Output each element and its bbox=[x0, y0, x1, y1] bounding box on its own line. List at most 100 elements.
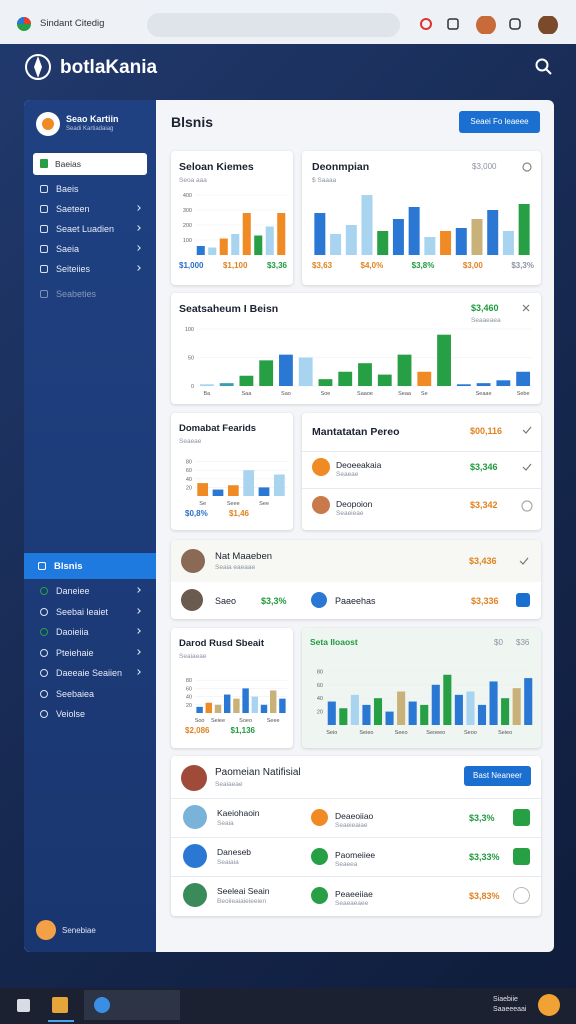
bar bbox=[477, 704, 487, 725]
row-amount: $3,346 bbox=[470, 462, 498, 472]
row-checkbox[interactable] bbox=[513, 809, 530, 826]
shape bbox=[545, 68, 552, 75]
card-footer: $1,000 $1,100 $3,36 bbox=[179, 261, 287, 270]
notification-badge[interactable] bbox=[538, 994, 560, 1016]
card-daily: Darod Rusd Sbeait Seaiaeae 20 40 60 80 Soo Se… bbox=[171, 628, 293, 748]
y-tick-label: 40 bbox=[186, 477, 192, 483]
app-panel: Seao Kartiin Seadi Kartiadaiag Baeias Ba… bbox=[24, 100, 554, 952]
item-icon bbox=[311, 887, 328, 904]
bar bbox=[265, 226, 274, 255]
x-tick-label: Ba bbox=[204, 391, 212, 397]
row-checkbox[interactable] bbox=[513, 848, 530, 865]
nav-chevron bbox=[135, 245, 141, 251]
footer-value: $1,000 bbox=[179, 261, 204, 270]
card-icon[interactable] bbox=[521, 161, 533, 173]
bar bbox=[339, 708, 348, 725]
shape bbox=[522, 463, 532, 471]
bar bbox=[431, 684, 440, 725]
shape bbox=[34, 56, 42, 78]
bar bbox=[318, 379, 333, 386]
nav-item[interactable]: Seabeties bbox=[56, 289, 97, 299]
x-tick-label: Saaoe bbox=[357, 391, 373, 397]
row-checkbox[interactable] bbox=[513, 887, 530, 904]
check-icon[interactable] bbox=[522, 462, 532, 472]
bar bbox=[489, 681, 498, 725]
row-name: Seeleai Seain bbox=[217, 886, 270, 896]
shape bbox=[24, 17, 31, 24]
card-notifications: Paomeian Natifisial Seaiaeae Bast Neanee… bbox=[171, 756, 541, 916]
nav-item[interactable]: Veiolse bbox=[56, 709, 86, 719]
shape bbox=[94, 997, 110, 1013]
sidebar-footer[interactable]: Senebiae bbox=[62, 926, 96, 935]
bar bbox=[424, 237, 436, 255]
item-icon bbox=[311, 848, 328, 865]
tab-title[interactable]: Sindant Citedig bbox=[40, 18, 105, 29]
search-icon[interactable] bbox=[535, 58, 553, 76]
person-name: Nat Maaeben bbox=[215, 551, 273, 562]
favicon bbox=[17, 17, 31, 31]
taskbar-icon[interactable] bbox=[17, 999, 30, 1012]
row-avatar bbox=[181, 589, 203, 611]
check-icon[interactable] bbox=[522, 425, 532, 435]
nav-item[interactable]: Daeeaie Seaiien bbox=[56, 668, 123, 678]
row-avatar bbox=[183, 883, 207, 907]
y-tick-label: 20 bbox=[186, 703, 192, 709]
item-name: Paomeiiee bbox=[335, 850, 376, 860]
sidebar-search[interactable]: Baeias bbox=[33, 153, 147, 175]
nav-icon bbox=[40, 689, 48, 698]
card-status: Seta Iloaost $0 $36 20 40 60 80 Seio Seieo See… bbox=[302, 628, 541, 748]
bar bbox=[455, 228, 467, 255]
card-icon[interactable] bbox=[521, 303, 531, 313]
nav-item[interactable]: Daneiee bbox=[56, 586, 90, 596]
nav-chevron bbox=[135, 669, 141, 675]
nav-item[interactable]: Pteiehaie bbox=[56, 647, 94, 658]
bar bbox=[254, 235, 263, 255]
header-button[interactable]: Seaei Fo leaeee bbox=[459, 111, 540, 133]
card-title: Seatsaheum I Beisn bbox=[179, 303, 279, 315]
bar bbox=[242, 688, 249, 713]
taskbar-icon[interactable] bbox=[52, 997, 68, 1013]
row-name: Deoeeakaia bbox=[336, 460, 382, 470]
nav-item[interactable]: Baeis bbox=[56, 184, 79, 194]
bar bbox=[392, 219, 404, 255]
card-title: Seloan Kiemes bbox=[179, 161, 254, 173]
card-button[interactable]: Bast Neaneer bbox=[464, 766, 531, 786]
nav-item[interactable]: Seebai leaiet bbox=[56, 606, 109, 617]
person-avatar bbox=[181, 549, 205, 573]
nav-item[interactable]: Seiteiies bbox=[56, 264, 91, 274]
check-icon[interactable] bbox=[519, 556, 529, 566]
nav-item[interactable]: Saeteen bbox=[56, 204, 90, 214]
nav-item[interactable]: Saeia bbox=[56, 244, 80, 254]
nav-item[interactable]: Seaet Luadien bbox=[56, 224, 115, 234]
y-tick-label: 200 bbox=[183, 223, 192, 229]
bar bbox=[454, 694, 463, 725]
bar bbox=[420, 704, 429, 725]
row-name: Daneseb bbox=[217, 847, 252, 857]
address-bar[interactable] bbox=[147, 13, 400, 37]
bar bbox=[362, 704, 371, 725]
nav-item[interactable]: Seebaiea bbox=[56, 688, 95, 699]
card-person: Nat Maaeben Seaia eaeaae $3,436 Saeo $3,… bbox=[171, 540, 541, 619]
row-icon bbox=[312, 458, 330, 476]
bar bbox=[205, 702, 213, 713]
bar-chart: 20 40 60 80 Soo Seiee Soeo Seee bbox=[186, 678, 287, 724]
taskbar-window[interactable] bbox=[84, 990, 180, 1020]
card-footer: $2,086 $1,136 bbox=[185, 726, 255, 735]
nav-icon bbox=[40, 628, 48, 636]
x-tick-label: Seeo bbox=[395, 730, 408, 736]
nav-chevron bbox=[135, 628, 141, 634]
nav-active[interactable]: Blsnis bbox=[24, 553, 156, 579]
y-tick-label: 100 bbox=[185, 327, 194, 333]
shape bbox=[25, 54, 51, 80]
nav-icon bbox=[40, 648, 48, 657]
person-amount: $3,436 bbox=[469, 556, 497, 566]
checkbox[interactable] bbox=[516, 593, 530, 607]
y-tick-label: 20 bbox=[317, 710, 323, 716]
card-title: Deonmpian bbox=[312, 161, 370, 173]
bar bbox=[231, 234, 240, 255]
row-icon[interactable] bbox=[521, 500, 533, 512]
shape bbox=[519, 557, 529, 565]
nav-icon bbox=[40, 245, 48, 253]
nav-item[interactable]: Daoieiia bbox=[56, 627, 89, 637]
